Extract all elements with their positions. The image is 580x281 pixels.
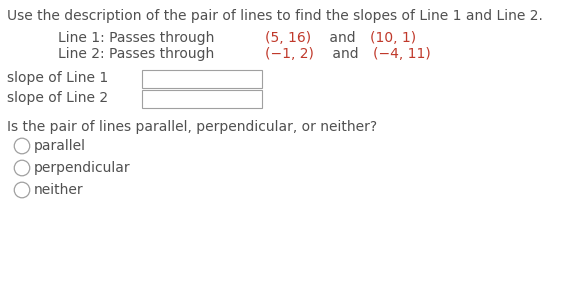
Text: (5, 16): (5, 16): [266, 31, 311, 45]
Text: (−1, 2): (−1, 2): [265, 47, 314, 61]
Text: Line 1: Passes through: Line 1: Passes through: [58, 31, 219, 45]
FancyBboxPatch shape: [142, 90, 262, 108]
Text: Line 2: Passes through: Line 2: Passes through: [58, 47, 219, 61]
FancyBboxPatch shape: [142, 70, 262, 88]
Text: neither: neither: [34, 183, 84, 197]
Text: (10, 1): (10, 1): [370, 31, 416, 45]
Text: Is the pair of lines parallel, perpendicular, or neither?: Is the pair of lines parallel, perpendic…: [7, 120, 377, 134]
Text: perpendicular: perpendicular: [34, 161, 130, 175]
Ellipse shape: [14, 160, 30, 176]
Ellipse shape: [14, 182, 30, 198]
Text: and: and: [328, 47, 363, 61]
Text: (−4, 11): (−4, 11): [374, 47, 432, 61]
Text: parallel: parallel: [34, 139, 86, 153]
Text: slope of Line 1: slope of Line 1: [7, 71, 108, 85]
Ellipse shape: [14, 138, 30, 154]
Text: slope of Line 2: slope of Line 2: [7, 91, 108, 105]
Text: and: and: [325, 31, 360, 45]
Text: Use the description of the pair of lines to find the slopes of Line 1 and Line 2: Use the description of the pair of lines…: [7, 9, 543, 23]
